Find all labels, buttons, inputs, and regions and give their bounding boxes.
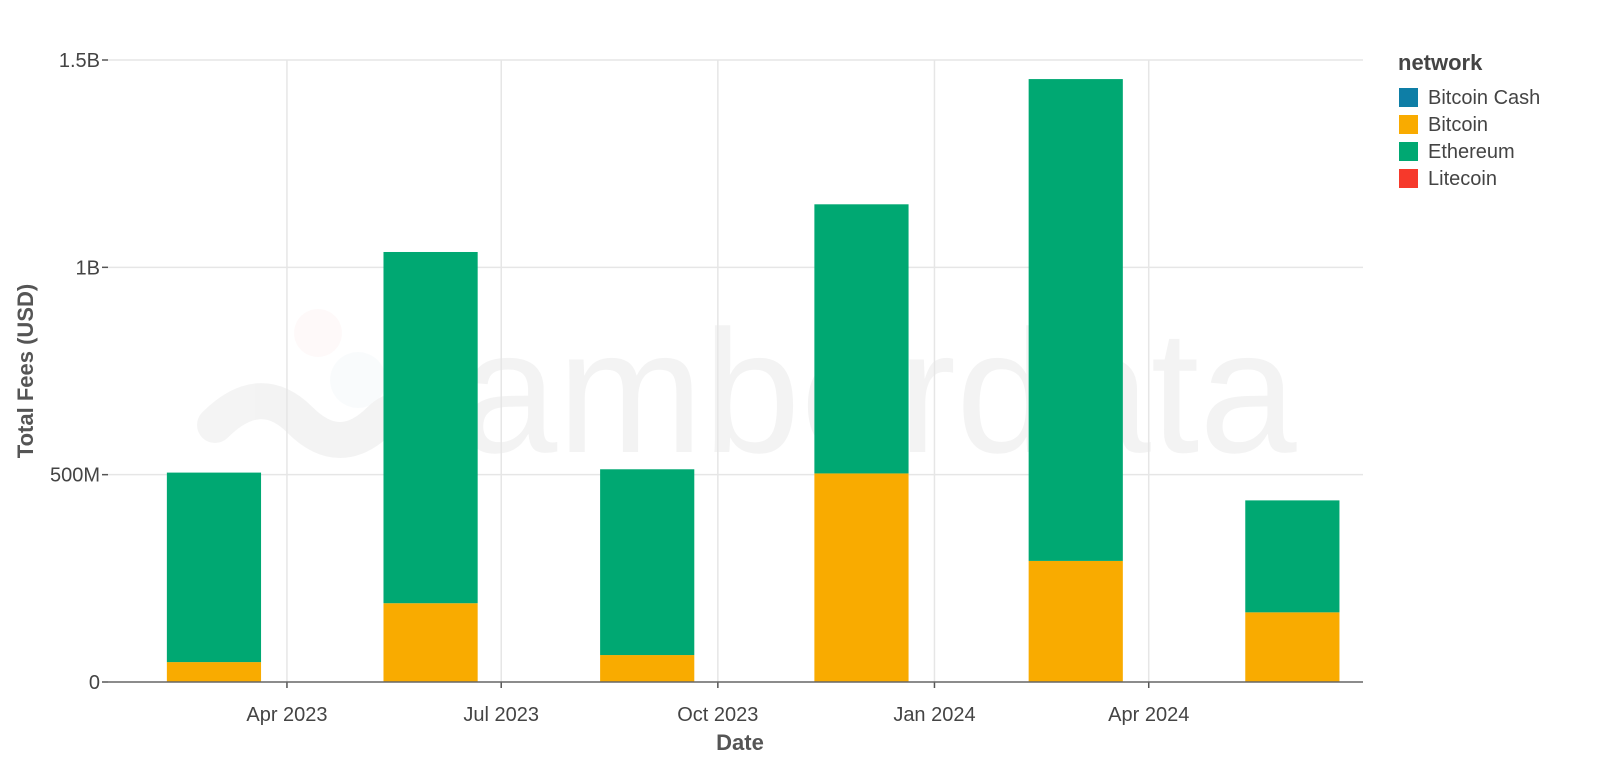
legend-label[interactable]: Bitcoin xyxy=(1428,114,1488,136)
legend: network Bitcoin Cash Bitcoin Ethereum Litec… xyxy=(1398,50,1540,190)
bar-bitcoin[interactable] xyxy=(1245,612,1340,682)
legend-swatch[interactable] xyxy=(1399,115,1418,134)
x-axis-title: Date xyxy=(716,730,764,755)
legend-swatch[interactable] xyxy=(1399,88,1418,107)
y-tick-label: 500M xyxy=(50,465,100,487)
grid xyxy=(108,59,1363,682)
x-tick-label: Jan 2024 xyxy=(893,704,975,726)
bar-ethereum[interactable] xyxy=(1245,500,1340,613)
bar-ethereum[interactable] xyxy=(600,469,695,656)
x-tick-label: Apr 2023 xyxy=(246,704,327,726)
legend-title: network xyxy=(1398,50,1483,75)
bar-bitcoin[interactable] xyxy=(1028,560,1123,682)
y-tick-label: 1.5B xyxy=(59,50,100,72)
bar-bitcoin[interactable] xyxy=(166,662,262,682)
bar-ethereum[interactable] xyxy=(383,251,478,604)
y-tick-label: 0 xyxy=(89,672,100,694)
x-tick-label: Oct 2023 xyxy=(677,704,758,726)
bar-ethereum[interactable] xyxy=(814,204,909,474)
x-tick-label: Apr 2024 xyxy=(1108,704,1189,726)
amberdata-watermark: amberdata xyxy=(197,295,1297,490)
y-tick-label: 1B xyxy=(76,257,100,279)
x-tick-label: Jul 2023 xyxy=(463,704,539,726)
legend-swatch[interactable] xyxy=(1399,142,1418,161)
axes: 0 500M 1B 1.5B Apr 2023 Jul 2023 Oct 2023 Jan 2… xyxy=(50,50,1363,726)
legend-swatch[interactable] xyxy=(1399,169,1418,188)
legend-label[interactable]: Bitcoin Cash xyxy=(1428,87,1540,109)
legend-label[interactable]: Ethereum xyxy=(1428,141,1515,163)
bar-ethereum[interactable] xyxy=(166,472,262,663)
bars xyxy=(166,79,1340,682)
bar-ethereum[interactable] xyxy=(1028,79,1123,561)
bar-bitcoin[interactable] xyxy=(600,655,695,682)
bar-bitcoin[interactable] xyxy=(383,603,478,682)
bar-bitcoin[interactable] xyxy=(814,473,909,682)
legend-label[interactable]: Litecoin xyxy=(1428,168,1497,190)
y-axis-title: Total Fees (USD) xyxy=(13,284,38,458)
